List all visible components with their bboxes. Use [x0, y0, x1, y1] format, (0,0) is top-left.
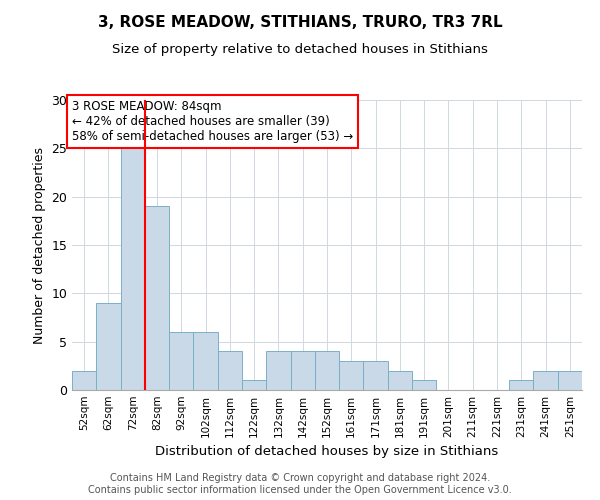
- Bar: [290, 352, 315, 390]
- Bar: [412, 380, 436, 390]
- Bar: [388, 370, 412, 390]
- Bar: [169, 332, 193, 390]
- Bar: [509, 380, 533, 390]
- Text: 3 ROSE MEADOW: 84sqm
← 42% of detached houses are smaller (39)
58% of semi-detac: 3 ROSE MEADOW: 84sqm ← 42% of detached h…: [72, 100, 353, 143]
- Y-axis label: Number of detached properties: Number of detached properties: [33, 146, 46, 344]
- Bar: [558, 370, 582, 390]
- Bar: [72, 370, 96, 390]
- Bar: [364, 361, 388, 390]
- Bar: [121, 148, 145, 390]
- Bar: [218, 352, 242, 390]
- Bar: [242, 380, 266, 390]
- Bar: [339, 361, 364, 390]
- Text: Contains HM Land Registry data © Crown copyright and database right 2024.
Contai: Contains HM Land Registry data © Crown c…: [88, 474, 512, 495]
- Bar: [315, 352, 339, 390]
- Bar: [193, 332, 218, 390]
- X-axis label: Distribution of detached houses by size in Stithians: Distribution of detached houses by size …: [155, 446, 499, 458]
- Bar: [96, 303, 121, 390]
- Bar: [145, 206, 169, 390]
- Bar: [533, 370, 558, 390]
- Bar: [266, 352, 290, 390]
- Text: 3, ROSE MEADOW, STITHIANS, TRURO, TR3 7RL: 3, ROSE MEADOW, STITHIANS, TRURO, TR3 7R…: [98, 15, 502, 30]
- Text: Size of property relative to detached houses in Stithians: Size of property relative to detached ho…: [112, 42, 488, 56]
